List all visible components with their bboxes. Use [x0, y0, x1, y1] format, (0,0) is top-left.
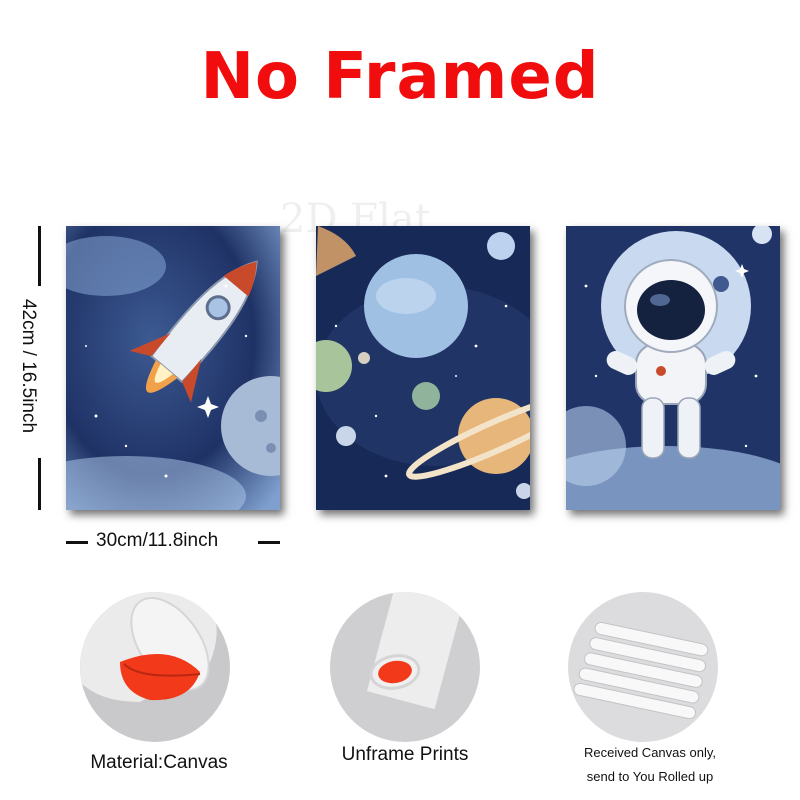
page-title: No Framed: [200, 40, 600, 114]
material-caption: Material:Canvas: [90, 752, 228, 773]
width-label: 30cm/11.8inch: [96, 530, 219, 551]
unframe-caption: Unframe Prints: [341, 744, 469, 765]
height-ruler-bottom: [38, 458, 41, 510]
unframe-print-roll-photo: [330, 592, 480, 742]
planets-print: [316, 226, 530, 510]
width-ruler-right: [258, 541, 280, 544]
canvas-material-photo: [80, 592, 230, 742]
rolled-canvas-tubes-photo: [568, 592, 718, 742]
height-label: 42cm / 16.5inch: [18, 298, 39, 434]
width-ruler-left: [66, 541, 88, 544]
rocket-print: [66, 226, 280, 510]
rolled-caption-line2: send to You Rolled up: [586, 769, 714, 784]
height-ruler-top: [38, 226, 41, 286]
astronaut-print: [566, 226, 780, 510]
rolled-caption-line1: Received Canvas only,: [584, 745, 716, 760]
rolled-caption: Received Canvas only, send to You Rolled…: [560, 741, 740, 789]
